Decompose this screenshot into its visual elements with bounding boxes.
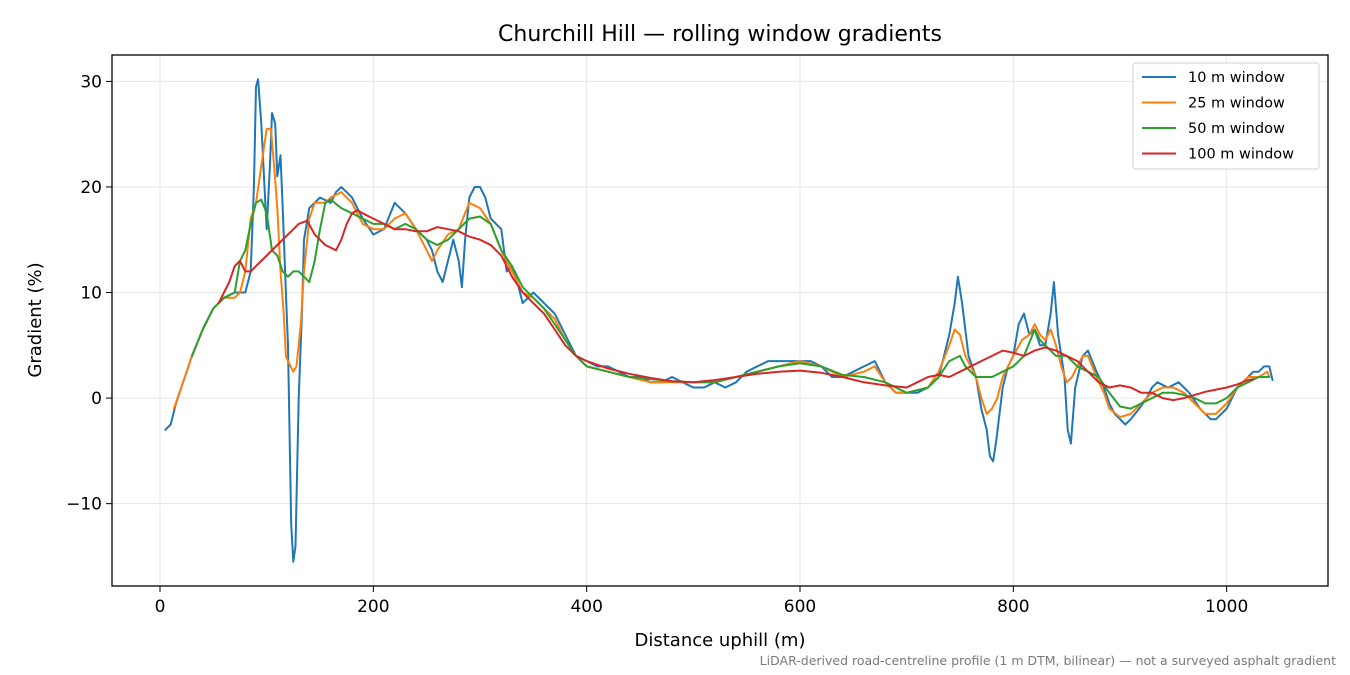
data-source-note: LiDAR-derived road-centreline profile (1… <box>760 653 1336 668</box>
legend-label: 10 m window <box>1188 70 1285 86</box>
x-tick-label: 0 <box>155 597 166 617</box>
x-tick-label: 600 <box>784 597 816 617</box>
x-axis-label: Distance uphill (m) <box>635 630 806 651</box>
x-tick-label: 200 <box>357 597 389 617</box>
x-tick-label: 800 <box>997 597 1029 617</box>
legend-box <box>1132 62 1320 170</box>
x-tick-label: 400 <box>570 597 602 617</box>
legend-label: 100 m window <box>1188 147 1294 163</box>
legend-label: 50 m window <box>1188 121 1285 137</box>
series-line-3 <box>191 198 1271 410</box>
y-axis-label: Gradient (%) <box>25 262 46 377</box>
plot-frame <box>111 54 1329 587</box>
axis-ticks: 0 200 400 600 800 1000 −10 0 10 20 30 <box>66 72 1248 617</box>
y-tick-label: 20 <box>80 178 102 198</box>
series-line-2 <box>172 127 1271 419</box>
series-lines <box>164 78 1274 563</box>
y-tick-label: 10 <box>80 284 102 304</box>
y-tick-label: 0 <box>91 389 102 409</box>
series-line-1 <box>164 78 1274 563</box>
series-line-4 <box>217 209 1255 402</box>
legend: 10 m window 25 m window 50 m window 100 m w… <box>1132 62 1320 170</box>
y-tick-label: −10 <box>66 495 102 515</box>
chart-title: Churchill Hill — rolling window gradient… <box>498 22 942 47</box>
x-tick-label: 1000 <box>1205 597 1248 617</box>
legend-label: 25 m window <box>1188 96 1285 112</box>
y-tick-label: 30 <box>80 72 102 92</box>
